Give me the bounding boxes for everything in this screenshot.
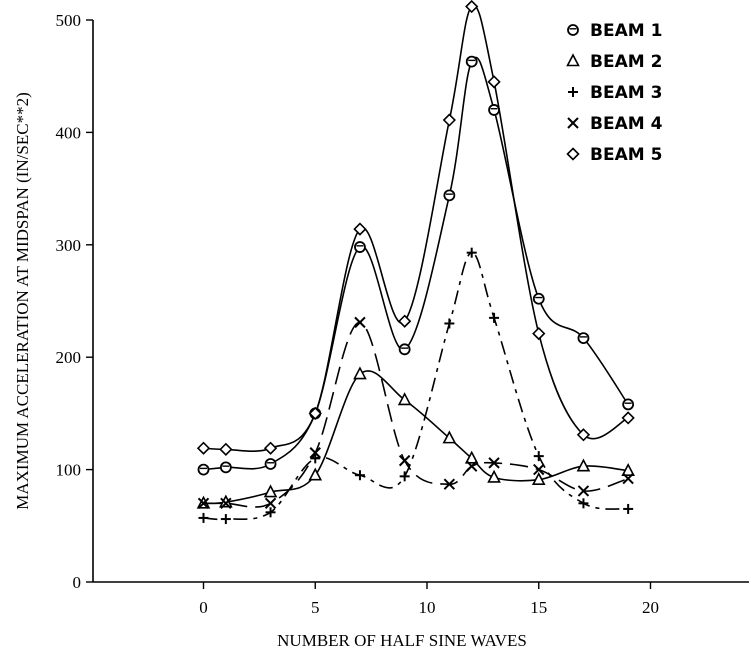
legend-marker — [567, 24, 579, 36]
data-point — [443, 189, 456, 202]
y-tick-label: 500 — [56, 11, 82, 30]
data-point — [532, 292, 545, 305]
data-point — [489, 312, 500, 323]
data-point — [220, 497, 232, 510]
data-point — [444, 318, 455, 329]
series-line — [203, 321, 629, 508]
series-1 — [197, 55, 635, 476]
legend-label: BEAM 2 — [590, 52, 662, 72]
data-point — [354, 316, 366, 329]
data-point — [198, 512, 209, 523]
data-point — [353, 366, 367, 380]
data-point — [197, 497, 210, 510]
data-point — [399, 471, 410, 482]
y-tick-label: 100 — [56, 461, 82, 480]
data-point — [577, 485, 590, 497]
x-axis-title: NUMBER OF HALF SINE WAVES — [277, 631, 527, 650]
x-tick-label: 5 — [311, 598, 320, 617]
legend: BEAM 1 BEAM 2 BEAM 3 BEAM 4 BEAM 5 — [566, 21, 663, 165]
series-5 — [196, 0, 635, 456]
x-tick-label: 0 — [199, 598, 208, 617]
data-point — [264, 458, 277, 470]
data-point — [442, 430, 457, 444]
legend-label: BEAM 4 — [590, 114, 663, 134]
data-point — [488, 104, 500, 116]
data-point — [309, 447, 321, 459]
data-point — [532, 326, 546, 341]
data-point — [398, 454, 411, 467]
data-point — [264, 497, 277, 510]
data-point — [576, 458, 591, 472]
data-point — [219, 461, 232, 474]
data-point — [465, 0, 479, 14]
data-point — [442, 113, 456, 127]
data-point — [398, 343, 411, 356]
data-point — [464, 450, 479, 464]
x-tick-label: 10 — [419, 598, 436, 617]
series-4 — [197, 316, 634, 510]
data-point — [533, 451, 544, 462]
y-tick-label: 0 — [73, 573, 82, 592]
data-point — [443, 478, 456, 490]
data-point — [577, 332, 590, 344]
legend-marker — [566, 53, 580, 67]
y-tick-label: 400 — [56, 123, 82, 142]
data-point — [622, 398, 635, 411]
legend-label: BEAM 3 — [590, 83, 662, 103]
data-point — [488, 457, 500, 469]
legend-label: BEAM 5 — [590, 145, 662, 165]
series-3 — [198, 247, 634, 525]
data-point — [196, 441, 211, 455]
legend-label: BEAM 1 — [590, 21, 662, 41]
series-2 — [196, 366, 635, 509]
data-point — [354, 241, 366, 253]
series-line — [203, 4, 629, 453]
x-tick-label: 20 — [642, 598, 659, 617]
data-point — [397, 392, 412, 406]
data-point — [487, 469, 501, 483]
y-tick-label: 300 — [56, 236, 82, 255]
axes — [92, 20, 749, 583]
data-point — [622, 472, 634, 485]
legend-marker — [567, 117, 579, 129]
data-point — [621, 411, 635, 425]
data-point — [265, 507, 276, 518]
data-point — [263, 484, 278, 498]
data-point — [466, 247, 477, 258]
data-point — [621, 462, 635, 477]
data-point — [487, 75, 501, 89]
data-point — [263, 441, 278, 455]
legend-marker — [568, 87, 578, 97]
y-tick-label: 200 — [56, 348, 82, 367]
data-point — [219, 442, 233, 456]
data-point — [531, 471, 546, 486]
data-point — [465, 460, 478, 472]
legend-marker — [566, 147, 580, 161]
y-axis-title: MAXIMUM ACCELERATION AT MIDSPAN (IN/SEC*… — [13, 92, 32, 510]
data-point — [398, 314, 412, 328]
data-point — [578, 498, 589, 509]
x-tick-label: 15 — [530, 598, 547, 617]
data-point — [353, 222, 367, 236]
data-point — [308, 467, 323, 481]
data-point — [197, 463, 210, 476]
data-point — [533, 463, 545, 476]
data-point — [308, 406, 322, 421]
data-point — [354, 470, 365, 481]
data-point — [465, 55, 478, 68]
series-layer — [196, 0, 635, 525]
data-point — [576, 428, 591, 442]
data-point — [623, 503, 634, 514]
data-point — [220, 514, 231, 525]
